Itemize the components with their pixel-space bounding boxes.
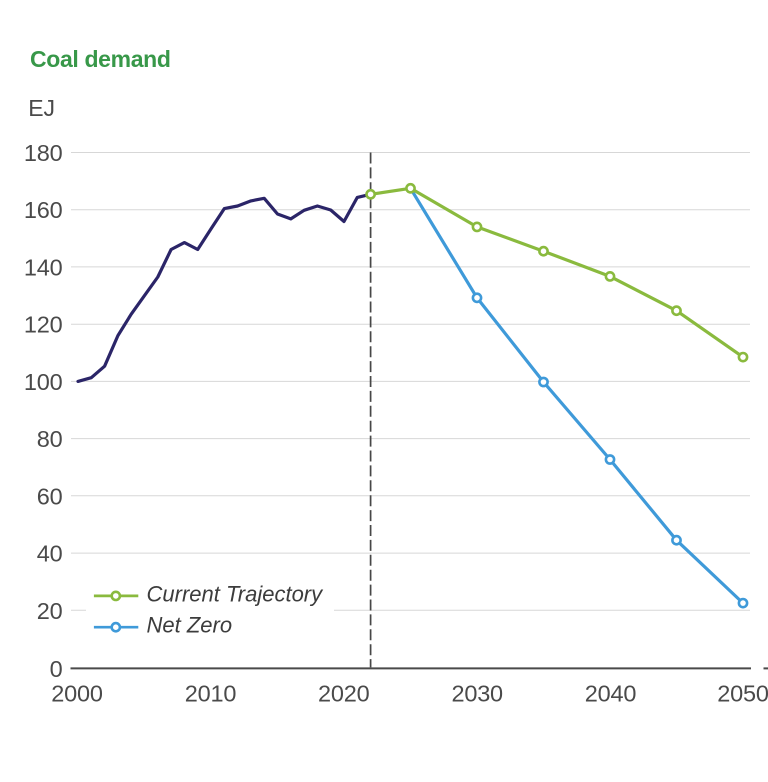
svg-text:2030: 2030 bbox=[451, 681, 503, 707]
svg-text:EJ: EJ bbox=[28, 95, 55, 121]
svg-text:140: 140 bbox=[24, 254, 63, 280]
svg-text:Coal demand: Coal demand bbox=[30, 46, 171, 72]
svg-text:2050: 2050 bbox=[717, 681, 768, 707]
svg-text:0: 0 bbox=[50, 656, 63, 682]
svg-text:Current Trajectory: Current Trajectory bbox=[147, 581, 325, 606]
svg-text:60: 60 bbox=[37, 483, 63, 509]
svg-text:160: 160 bbox=[24, 197, 63, 223]
svg-text:2010: 2010 bbox=[185, 681, 237, 707]
svg-text:120: 120 bbox=[24, 312, 63, 338]
svg-text:80: 80 bbox=[37, 426, 63, 452]
svg-text:180: 180 bbox=[24, 140, 63, 166]
svg-text:2020: 2020 bbox=[318, 681, 370, 707]
svg-text:Net Zero: Net Zero bbox=[147, 613, 233, 638]
svg-text:40: 40 bbox=[37, 541, 63, 567]
svg-text:20: 20 bbox=[37, 598, 63, 624]
svg-text:2000: 2000 bbox=[51, 681, 103, 707]
svg-text:2040: 2040 bbox=[585, 681, 637, 707]
svg-text:100: 100 bbox=[24, 369, 63, 395]
